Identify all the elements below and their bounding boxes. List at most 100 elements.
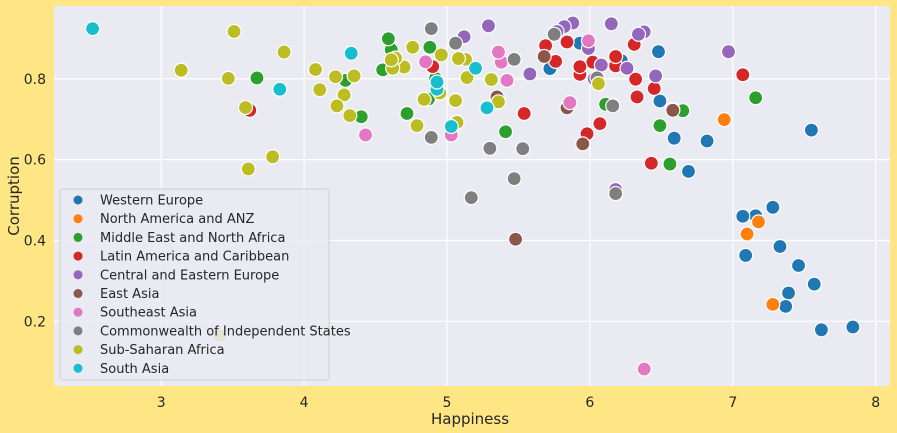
data-point (342, 107, 358, 124)
data-point (497, 124, 514, 140)
data-point (506, 51, 522, 67)
x-tick-label: 3 (157, 395, 166, 411)
data-point (343, 45, 359, 61)
data-point (483, 71, 499, 88)
data-point (572, 59, 588, 75)
data-point (240, 161, 256, 177)
data-point (790, 257, 807, 274)
x-tick-label: 5 (443, 395, 452, 411)
data-point (423, 129, 439, 145)
data-point (312, 82, 328, 98)
data-point (429, 74, 445, 90)
legend-label: Middle East and North Africa (100, 231, 285, 246)
data-point (329, 98, 345, 114)
data-point (84, 21, 101, 37)
data-point (409, 118, 425, 134)
data-point (778, 298, 794, 314)
data-point (417, 54, 434, 70)
data-point (619, 60, 635, 76)
data-point (357, 127, 374, 143)
data-point (648, 68, 664, 84)
data-point (590, 76, 607, 92)
data-point (662, 156, 678, 172)
data-point (699, 133, 715, 149)
legend-marker (73, 326, 83, 336)
data-point (499, 72, 515, 88)
legend-label: South Asia (100, 362, 169, 377)
x-tick-label: 6 (585, 395, 594, 411)
data-point (422, 39, 438, 55)
data-point (603, 16, 619, 32)
legend-marker (73, 307, 83, 317)
y-tick-label: 0.6 (24, 153, 46, 169)
series-group (716, 111, 781, 312)
data-point (845, 319, 861, 335)
data-point (735, 67, 751, 83)
data-point (643, 155, 659, 171)
data-point (716, 111, 732, 128)
data-point (720, 44, 737, 60)
data-point (803, 122, 820, 138)
data-point (750, 214, 767, 230)
data-point (765, 296, 781, 312)
data-point (806, 276, 822, 292)
data-point (459, 69, 475, 86)
data-point (665, 102, 681, 118)
series-group (84, 21, 495, 135)
data-point (515, 141, 531, 157)
legend-label: Latin America and Caribbean (100, 250, 289, 265)
data-point (423, 21, 439, 37)
x-tick-labels: 3 4 5 6 7 8 (157, 395, 880, 411)
data-point (249, 70, 265, 86)
legend-label: Commonwealth of Independent States (100, 324, 351, 339)
data-point (666, 130, 682, 146)
data-point (399, 105, 415, 122)
data-point (593, 57, 609, 73)
data-point (220, 70, 236, 86)
legend-label: North America and ANZ (100, 212, 254, 227)
y-tick-label: 0.8 (24, 72, 46, 88)
data-point (405, 39, 421, 55)
data-point (447, 92, 464, 109)
data-point (780, 285, 797, 301)
data-point (575, 136, 591, 152)
data-point (443, 118, 459, 135)
data-point (536, 48, 552, 65)
data-point (636, 361, 652, 377)
data-point (447, 35, 464, 51)
data-point (813, 322, 830, 338)
data-point (479, 100, 495, 116)
data-point (433, 47, 449, 63)
data-point (346, 68, 362, 84)
legend: Western Europe North America and ANZ Middl… (59, 188, 351, 381)
data-point (173, 62, 189, 78)
data-point (629, 89, 645, 105)
data-point (630, 26, 647, 42)
data-point (463, 190, 479, 206)
legend-label: Western Europe (100, 194, 203, 209)
data-point (592, 116, 608, 132)
data-point (307, 61, 324, 78)
data-point (226, 23, 242, 40)
data-point (336, 87, 352, 103)
legend-box (59, 188, 330, 381)
data-point (516, 105, 532, 122)
data-point (480, 18, 497, 34)
data-point (450, 50, 467, 67)
data-point (522, 66, 538, 82)
y-tick-labels: 0.2 0.4 0.6 0.8 (24, 72, 46, 331)
data-point (739, 226, 755, 242)
data-point (546, 26, 562, 42)
data-point (327, 69, 344, 85)
data-point (680, 163, 697, 179)
data-point (507, 231, 524, 247)
legend-label: East Asia (100, 287, 159, 302)
legend-marker (73, 214, 83, 224)
data-point (628, 71, 644, 87)
data-point (562, 95, 578, 111)
data-point (765, 199, 781, 215)
data-point (650, 44, 667, 60)
legend-marker (73, 232, 83, 242)
data-point (652, 118, 668, 134)
